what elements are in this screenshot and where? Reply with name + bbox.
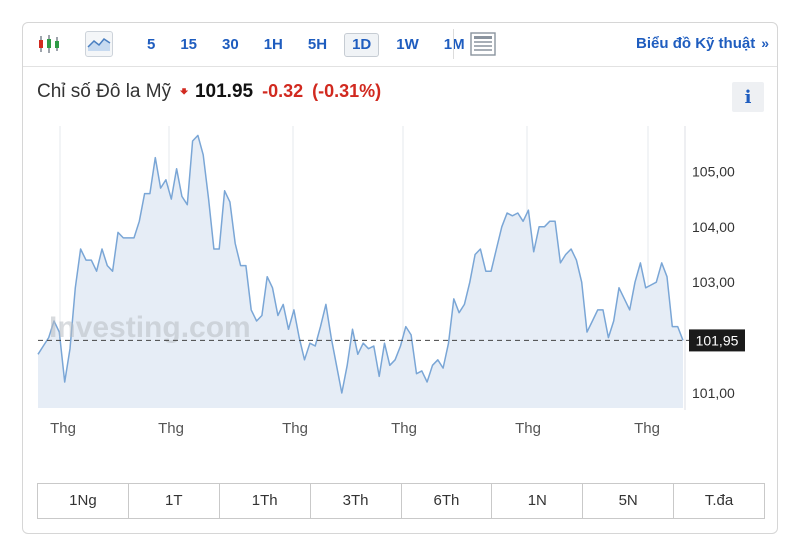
y-tick-label: 101,00	[692, 385, 735, 401]
range-button[interactable]: 6Th	[402, 484, 493, 518]
x-tick-label: Thg	[50, 420, 76, 437]
down-arrow-icon: 🠻	[179, 84, 189, 101]
area-chart-icon[interactable]	[85, 31, 113, 57]
chevron-right-icon: »	[761, 35, 769, 51]
interval-1h[interactable]: 1H	[263, 36, 283, 53]
interval-1w[interactable]: 1W	[396, 36, 419, 53]
price-area-fill	[38, 135, 683, 408]
instrument-title: Chỉ số Đô la Mỹ	[37, 81, 172, 102]
range-button[interactable]: 1Th	[220, 484, 311, 518]
toolbar-divider	[453, 29, 454, 59]
price-change-percent: (-0.31%)	[312, 81, 382, 101]
range-button[interactable]: T.đa	[704, 492, 734, 509]
technical-chart-link[interactable]: Biểu đồ Kỹ thuật »	[636, 35, 769, 52]
x-tick-label: Thg	[634, 420, 660, 437]
chart-toolbar: 5 15 30 1H 5H 1D 1W 1M Biểu đồ Kỹ thuật »	[23, 23, 777, 67]
y-tick-label: 103,00	[692, 274, 735, 290]
interval-5h[interactable]: 5H	[307, 36, 328, 53]
interval-1d[interactable]: 1D	[344, 33, 380, 57]
range-button[interactable]: 1Ng	[38, 484, 129, 518]
current-value-badge	[689, 329, 745, 352]
range-button[interactable]: 5N	[583, 484, 675, 518]
info-button[interactable]: i	[732, 82, 764, 112]
range-button[interactable]: 3Th	[311, 484, 402, 518]
x-tick-label: Thg	[391, 420, 417, 437]
range-button[interactable]: 1N	[492, 484, 584, 518]
current-value-label: 101,95	[696, 332, 739, 348]
interval-30[interactable]: 30	[222, 36, 239, 53]
price-change: -0.32	[262, 81, 304, 101]
time-range-selector: 1Ng 1T 1Th 3Th 6Th 1N 5N T.đa	[37, 483, 765, 519]
chart-widget: 5 15 30 1H 5H 1D 1W 1M Biểu đồ Kỹ thuật » Chỉ số…	[22, 22, 778, 534]
data-table-icon[interactable]	[470, 31, 496, 57]
interval-1m[interactable]: 1M	[443, 36, 465, 53]
price-chart[interactable]: Investing.com 101,95 105,00 104,00 103,00 101…	[23, 23, 777, 463]
investing-watermark: Investing.com	[49, 311, 251, 344]
interval-selector: 5 15 30 1H 5H 1D 1W 1M	[139, 33, 482, 57]
price-line	[37, 134, 684, 394]
candlestick-chart-icon[interactable]	[35, 31, 63, 57]
interval-15[interactable]: 15	[180, 36, 198, 53]
y-tick-label: 105,00	[692, 163, 735, 179]
range-button[interactable]: 1T	[129, 484, 220, 518]
last-price: 101.95	[194, 81, 254, 102]
y-tick-label: 104,00	[692, 219, 735, 235]
quote-header: Chỉ số Đô la Mỹ 🠻 101.95 -0.32 (-0.31%)	[37, 81, 381, 108]
x-tick-label: Thg	[158, 420, 184, 437]
x-tick-label: Thg	[515, 420, 541, 437]
interval-5[interactable]: 5	[147, 36, 156, 53]
technical-chart-link-label: Biểu đồ Kỹ thuật	[636, 35, 756, 52]
x-tick-label: Thg	[282, 420, 308, 437]
